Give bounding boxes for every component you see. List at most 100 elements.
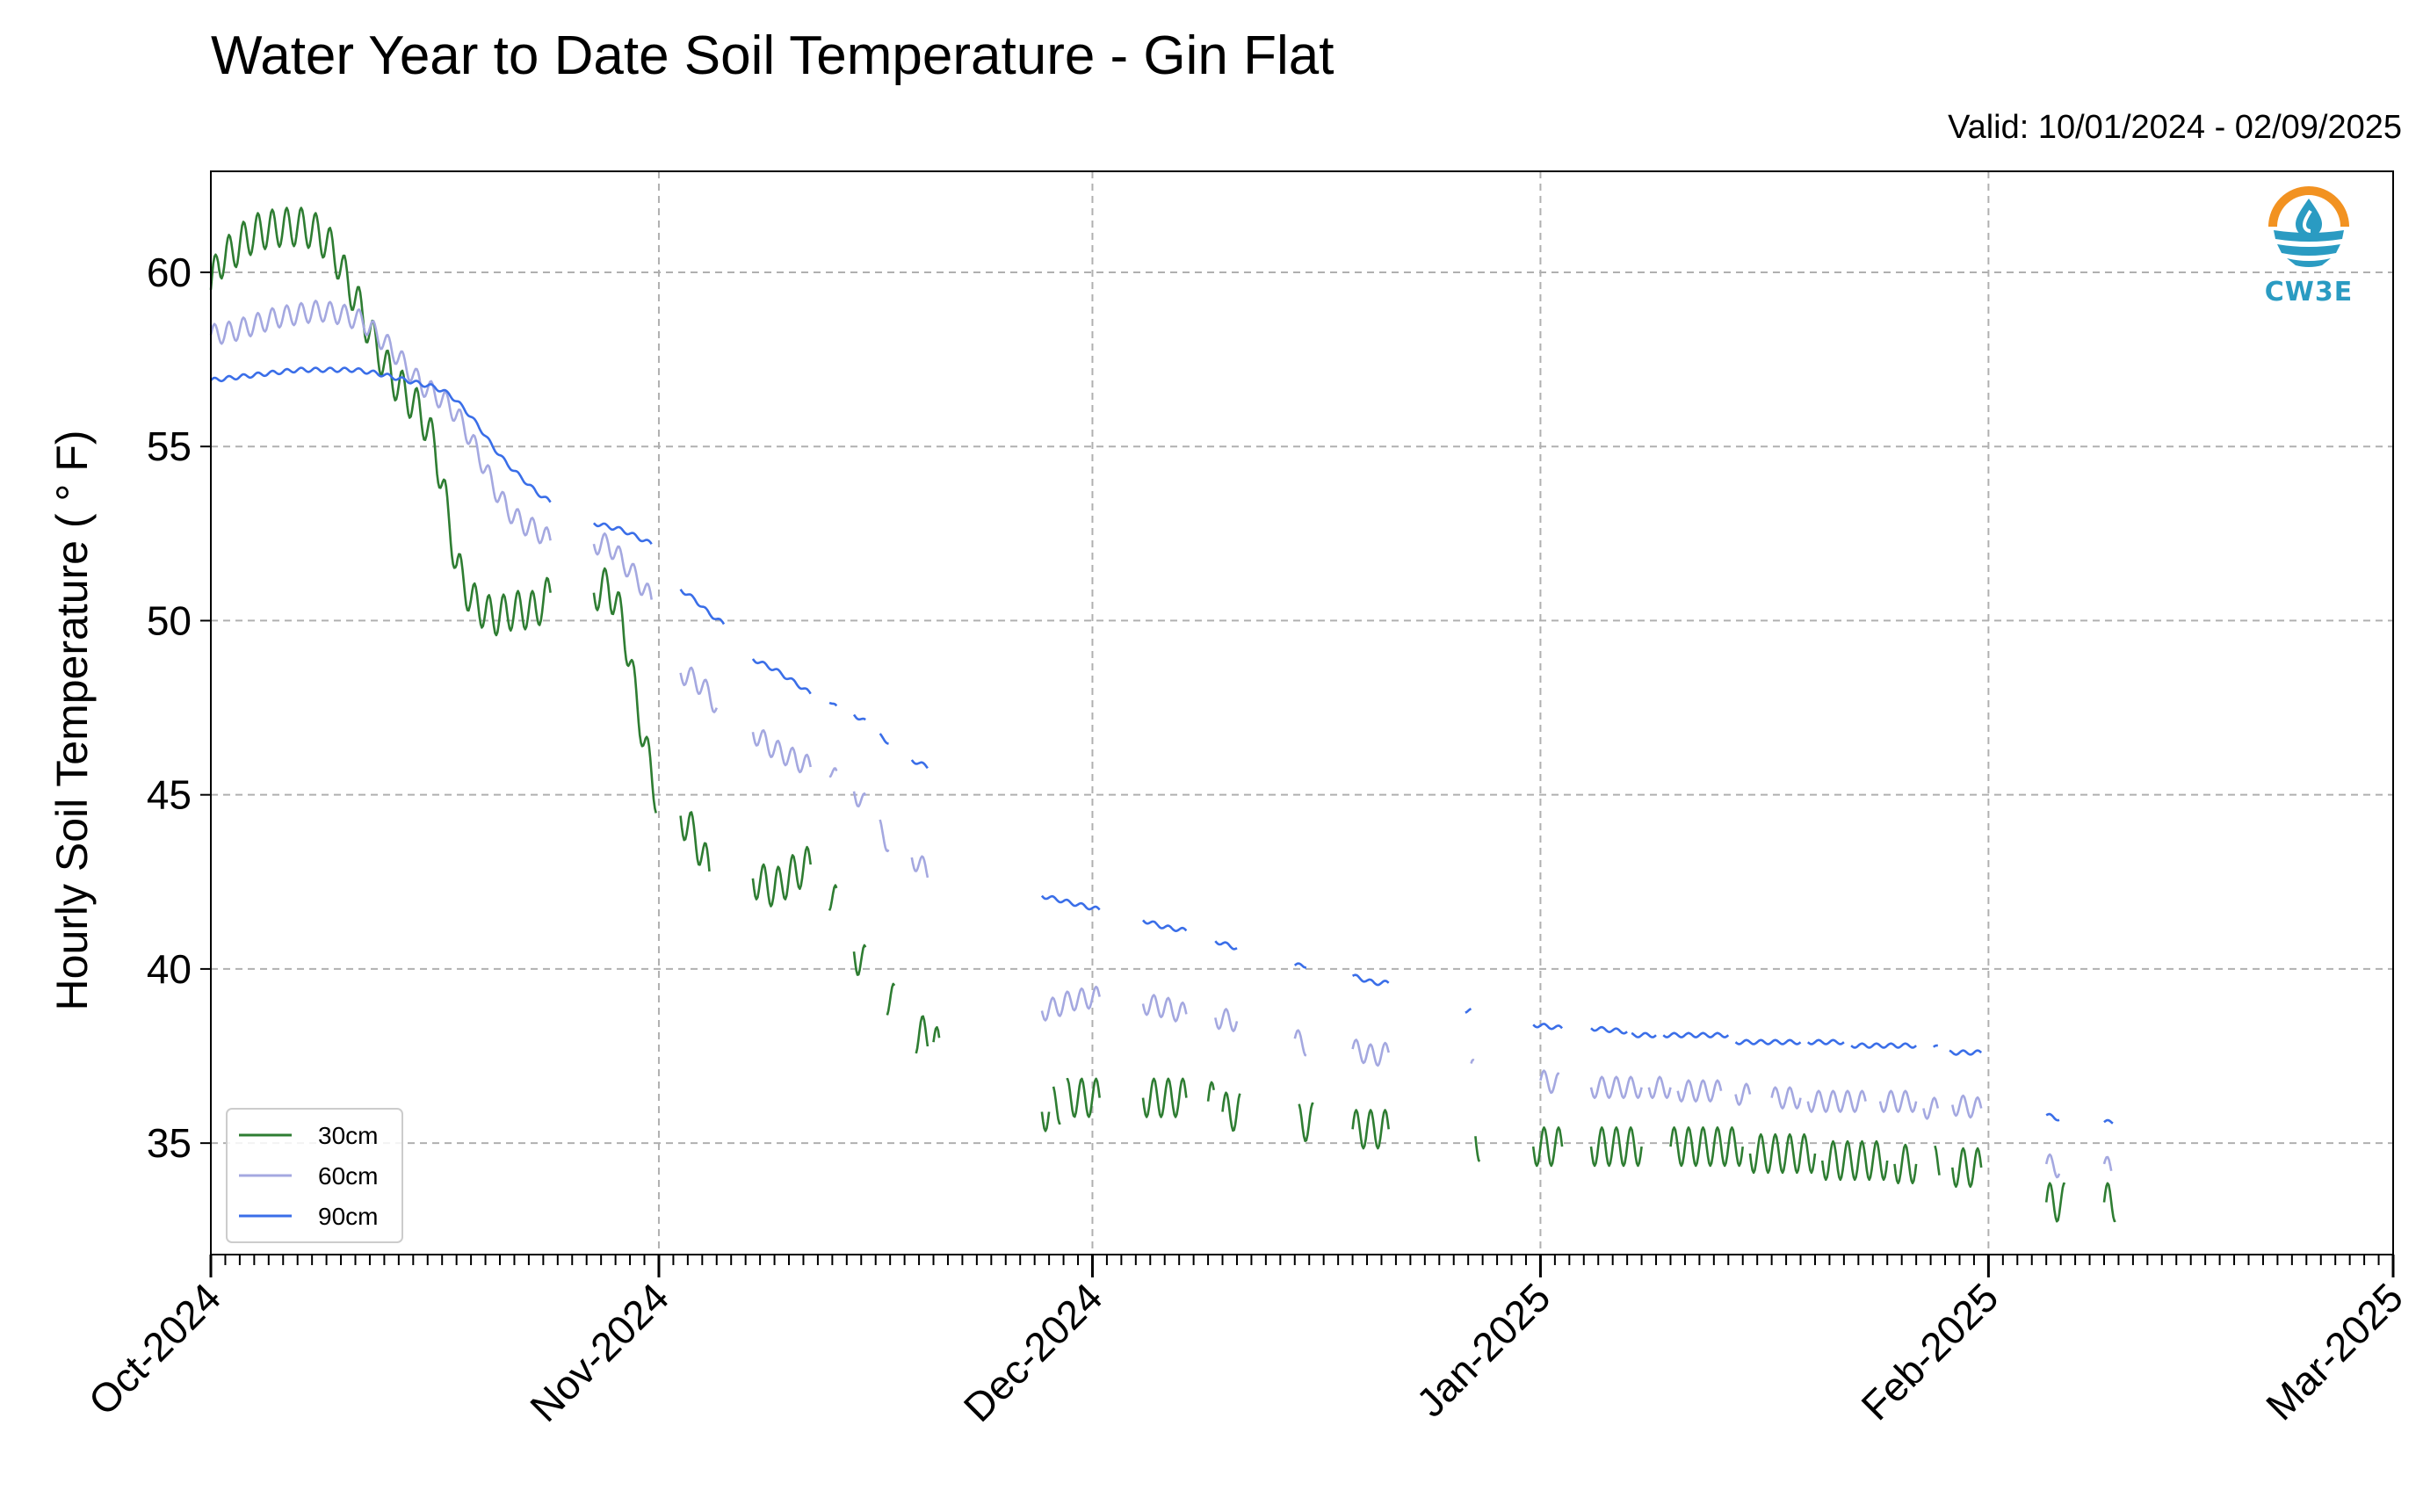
series-line-segment (1214, 940, 1238, 951)
series-line-segment (1589, 1126, 1643, 1168)
series-line-segment (1806, 1089, 1867, 1113)
legend-label-30cm: 30cm (318, 1122, 378, 1149)
series-line-segment (1893, 1143, 1918, 1184)
grid-lines (210, 171, 2394, 1255)
series-line-segment (751, 845, 812, 908)
series-line-segment (1820, 1139, 1889, 1182)
y-tick-label: 55 (147, 423, 192, 469)
series-line-segment (1734, 1082, 1752, 1106)
series-line-segment (1298, 1102, 1314, 1142)
x-tick-label: Nov-2024 (521, 1274, 677, 1430)
series-line-segment (910, 759, 929, 770)
legend-box (226, 1108, 403, 1243)
legend: 30cm 60cm 90cm (226, 1108, 403, 1243)
valid-date-range: Valid: 10/01/2024 - 02/09/2025 (1948, 109, 2402, 146)
x-tick-label: Mar-2025 (2257, 1274, 2412, 1429)
series-line-segment (932, 1025, 941, 1043)
series-line-segment (1647, 1075, 1672, 1099)
series-line-segment (2044, 1153, 2061, 1179)
x-tick-label: Feb-2025 (1852, 1274, 2007, 1429)
series-line-segment (1934, 1145, 1941, 1176)
series-line-segment (1951, 1094, 1983, 1119)
series-line-segment (852, 713, 866, 721)
series-line-segment (1590, 1025, 1628, 1035)
series-line-segment (1589, 1075, 1643, 1099)
series-line-segment (852, 944, 867, 976)
series-line-segment (679, 589, 726, 626)
series-line-segment (1933, 1044, 1938, 1048)
series-line-segment (1293, 962, 1306, 969)
series-line-segment (592, 532, 653, 600)
series-line-segment (1631, 1031, 1657, 1038)
series-line-segment (2044, 1182, 2066, 1223)
series-line-segment (915, 1015, 929, 1054)
series-line-segment (1470, 1059, 1475, 1064)
series-line-segment (1221, 1091, 1241, 1132)
cw3e-logo: CW3E (2256, 183, 2362, 307)
series-line-segment (1474, 1136, 1481, 1162)
series-line-segment (1748, 1132, 1817, 1175)
series-line-segment (1539, 1069, 1560, 1095)
series-line-segment (210, 366, 552, 503)
logo-text: CW3E (2264, 277, 2354, 307)
series-line-segment (1142, 919, 1188, 932)
series-line-segment (1922, 1096, 1940, 1120)
series-line-segment (1141, 1077, 1188, 1118)
y-tick-label: 50 (147, 597, 192, 643)
series-line-segment (879, 733, 889, 745)
series-line-segment (886, 982, 896, 1016)
series-line-segment (1878, 1089, 1918, 1113)
series-line-segment (1951, 1147, 1983, 1188)
x-tick-label: Dec-2024 (955, 1274, 1111, 1430)
series-line-segment (2102, 1182, 2116, 1223)
series-line-segment (679, 811, 711, 872)
x-tick-label: Oct-2024 (80, 1274, 230, 1424)
series-line-segment (1040, 1111, 1051, 1132)
legend-label-60cm: 60cm (318, 1162, 378, 1190)
series-line-segment (1465, 1008, 1472, 1014)
series-line-segment (1531, 1126, 1564, 1168)
series-line-segment (209, 300, 552, 545)
series-90cm (210, 366, 2114, 1125)
y-tick-label: 35 (147, 1120, 192, 1166)
series-line-segment (209, 206, 552, 637)
series-line-segment (751, 658, 812, 695)
series-line-segment (1949, 1049, 1983, 1056)
series-line-segment (592, 567, 657, 814)
series-line-segment (1066, 1077, 1101, 1118)
series-line-segment (1806, 1038, 1845, 1045)
series-line-segment (1662, 1031, 1730, 1038)
series-30cm (209, 206, 2116, 1223)
series-line-segment (1532, 1023, 1564, 1031)
plot-frame (210, 170, 2394, 1255)
series-lines (209, 206, 2116, 1223)
series-line-segment (1351, 1109, 1390, 1150)
series-line-segment (592, 522, 653, 545)
series-60cm (209, 300, 2113, 1179)
series-line-segment (828, 767, 838, 778)
series-line-segment (2103, 1118, 2114, 1125)
series-line-segment (879, 819, 890, 853)
series-line-segment (2045, 1112, 2060, 1122)
series-line-segment (1214, 1008, 1239, 1032)
y-tick-label: 40 (147, 946, 192, 992)
x-tick-label: Jan-2025 (1407, 1274, 1559, 1425)
series-line-segment (910, 855, 929, 879)
chart-title: Water Year to Date Soil Temperature - Gi… (211, 25, 1334, 86)
series-line-segment (1676, 1079, 1723, 1103)
axis-ticks: 35 40 45 50 55 60 Oct-2024 Nov-2024 Dec-2024 Jan-… (80, 250, 2412, 1430)
y-tick-label: 45 (147, 772, 192, 818)
series-line-segment (751, 728, 812, 774)
water-drop-icon (2268, 186, 2349, 269)
series-line-segment (2102, 1155, 2113, 1172)
series-line-segment (852, 791, 867, 808)
series-line-segment (1040, 894, 1101, 911)
series-line-segment (1770, 1086, 1802, 1110)
series-line-segment (1351, 973, 1390, 987)
series-line-segment (1850, 1042, 1917, 1049)
series-line-segment (1734, 1038, 1802, 1045)
y-tick-label: 60 (147, 250, 192, 295)
series-line-segment (1206, 1081, 1215, 1102)
series-line-segment (1141, 994, 1188, 1023)
